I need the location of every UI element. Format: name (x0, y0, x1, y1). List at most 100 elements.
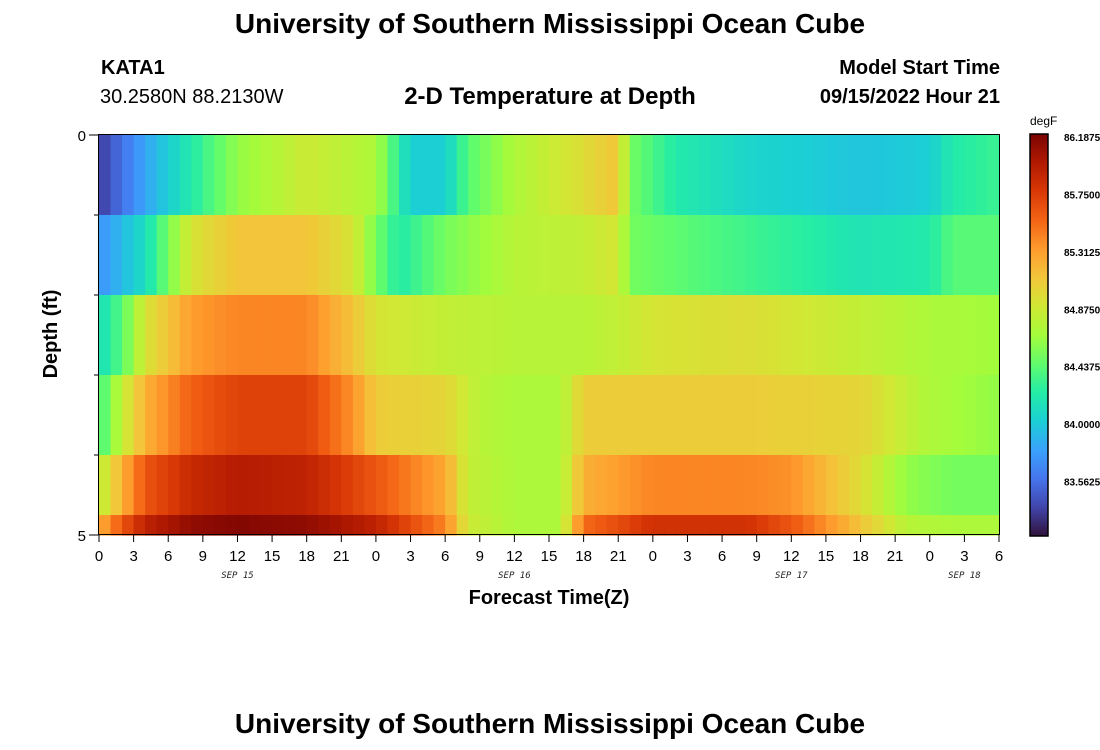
heatmap-cell (549, 515, 562, 536)
heatmap-cell (237, 215, 250, 296)
colorbar: degF 86.1875 85.7500 85.3125 84.8750 84.4375… (1029, 114, 1100, 537)
heatmap-cell (295, 215, 308, 296)
heatmap-cell (837, 215, 850, 296)
colorbar-tick-label: 86.1875 (1064, 133, 1100, 144)
heatmap-cell (329, 295, 342, 376)
heatmap-cell (283, 515, 296, 536)
heatmap-cell (491, 295, 504, 376)
heatmap-cell (468, 515, 481, 536)
heatmap-cell (479, 375, 492, 456)
heatmap-cell (802, 515, 815, 536)
heatmap-cell (722, 515, 735, 536)
heatmap-cell (549, 455, 562, 516)
heatmap-cell (191, 135, 204, 216)
heatmap-cell (872, 375, 885, 456)
heatmap-cell (479, 215, 492, 296)
heatmap-cell (202, 215, 215, 296)
heatmap-cell (941, 135, 954, 216)
heatmap-cell (837, 375, 850, 456)
heatmap-cell (364, 135, 377, 216)
heatmap-cell (872, 295, 885, 376)
heatmap-cell (179, 375, 192, 456)
heatmap-cell (318, 515, 331, 536)
heatmap-cell (502, 515, 515, 536)
heatmap-cell (179, 215, 192, 296)
heatmap-cell (110, 455, 123, 516)
heatmap-cell (445, 135, 458, 216)
heatmap-cell (341, 295, 354, 376)
heatmap-cell (699, 135, 712, 216)
heatmap-cell (306, 375, 319, 456)
heatmap-cell (145, 515, 158, 536)
heatmap-cell (99, 215, 112, 296)
heatmap-cell (802, 375, 815, 456)
heatmap-cell (987, 515, 1000, 536)
heatmap-cell (191, 215, 204, 296)
heatmap-cell (225, 215, 239, 296)
heatmap-cell (364, 215, 377, 296)
heatmap-cell (445, 215, 458, 296)
heatmap-cell (652, 295, 665, 376)
heatmap-cell (952, 135, 965, 216)
heatmap-cell (849, 135, 862, 216)
heatmap-cell (883, 515, 896, 536)
heatmap-cell (399, 515, 412, 536)
heatmap-cell (652, 515, 665, 536)
heatmap-cell (433, 135, 446, 216)
heatmap-cell (745, 515, 758, 536)
heatmap-cell (514, 215, 527, 296)
heatmap-cell (975, 455, 989, 516)
x-tick-label: 9 (476, 548, 484, 565)
model-start-label: Model Start Time (839, 57, 1000, 79)
heatmap-cell (675, 515, 689, 536)
heatmap-cell (479, 295, 492, 376)
heatmap-cell (110, 135, 123, 216)
heatmap-cell (295, 515, 308, 536)
heatmap-cell (825, 455, 839, 516)
heatmap-cell (168, 135, 181, 216)
heatmap-cell (156, 135, 169, 216)
heatmap-cell (560, 215, 573, 296)
heatmap-cell (825, 515, 839, 536)
heatmap-cell (260, 295, 273, 376)
heatmap-cell (364, 375, 377, 456)
heatmap-cell (225, 515, 239, 536)
heatmap-cell (572, 215, 585, 296)
heatmap-cell (918, 515, 931, 536)
heatmap-cell (710, 515, 723, 536)
heatmap-cell (837, 455, 850, 516)
heatmap-cell (745, 215, 758, 296)
heatmap-cell (445, 455, 458, 516)
heatmap-cell (687, 215, 700, 296)
heatmap-cell (110, 375, 123, 456)
heatmap-cell (422, 215, 435, 296)
heatmap-cell (675, 135, 689, 216)
heatmap-cell (802, 295, 815, 376)
heatmap-cell (537, 375, 550, 456)
heatmap-cell (768, 375, 781, 456)
heatmap-cell (202, 515, 215, 536)
heatmap-cell (883, 215, 896, 296)
y-axis-title: Depth (ft) (40, 290, 62, 379)
heatmap-cell (572, 375, 585, 456)
heatmap-cell (699, 375, 712, 456)
heatmap-cell (768, 455, 781, 516)
heatmap-cell (710, 135, 723, 216)
heatmap-cell (537, 135, 550, 216)
x-tick-label: 0 (926, 548, 934, 565)
heatmap-cell (629, 135, 642, 216)
heatmap-cell (699, 455, 712, 516)
heatmap-cell (964, 515, 977, 536)
heatmap-cell (456, 215, 469, 296)
heatmap-cell (929, 455, 942, 516)
colorbar-tick-label: 85.3125 (1064, 248, 1100, 259)
heatmap-cell (502, 455, 515, 516)
heatmap-cell (710, 455, 723, 516)
heatmap-cell (479, 455, 492, 516)
heatmap-cell (583, 295, 596, 376)
heatmap-cell (929, 375, 942, 456)
heatmap-cell (733, 455, 746, 516)
heatmap-cell (341, 375, 354, 456)
heatmap-cell (479, 515, 492, 536)
heatmap-cell (283, 215, 296, 296)
